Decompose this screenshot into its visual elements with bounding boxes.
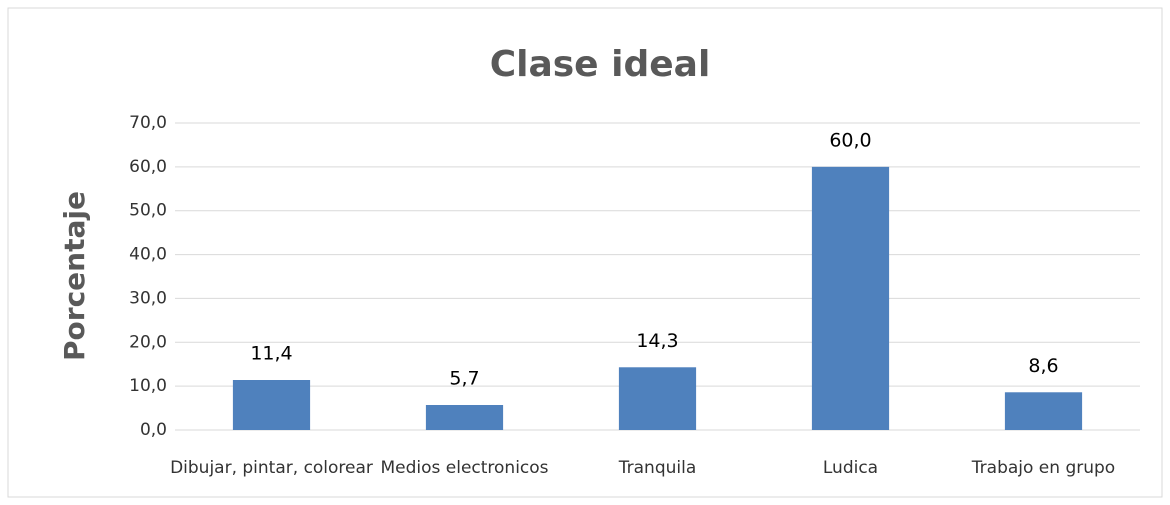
data-label: 14,3 <box>636 330 678 352</box>
y-tick-label: 30,0 <box>129 288 167 308</box>
bar <box>1004 392 1083 430</box>
chart-border <box>7 7 1163 498</box>
y-tick-label: 20,0 <box>129 332 167 352</box>
chart-title: Clase ideal <box>490 44 711 85</box>
data-label: 11,4 <box>250 343 292 365</box>
y-tick-label: 50,0 <box>129 201 167 221</box>
y-tick-label: 10,0 <box>129 376 167 396</box>
y-tick-label: 40,0 <box>129 245 167 265</box>
x-tick-label: Trabajo en grupo <box>971 458 1115 478</box>
bar <box>618 367 697 430</box>
x-tick-label: Ludica <box>823 458 878 478</box>
y-tick-label: 60,0 <box>129 157 167 177</box>
bar <box>425 405 504 430</box>
data-label: 60,0 <box>829 129 871 151</box>
data-label: 8,6 <box>1028 355 1058 377</box>
y-tick-label: 0,0 <box>140 420 167 440</box>
data-label: 5,7 <box>449 368 479 390</box>
y-tick-label: 70,0 <box>129 113 167 133</box>
x-tick-label: Medios electronicos <box>380 458 548 478</box>
x-tick-label: Tranquila <box>618 458 697 478</box>
x-tick-label: Dibujar, pintar, colorear <box>170 458 373 478</box>
bar <box>232 380 311 430</box>
y-axis-label: Porcentaje <box>58 191 91 361</box>
bar <box>811 166 890 430</box>
